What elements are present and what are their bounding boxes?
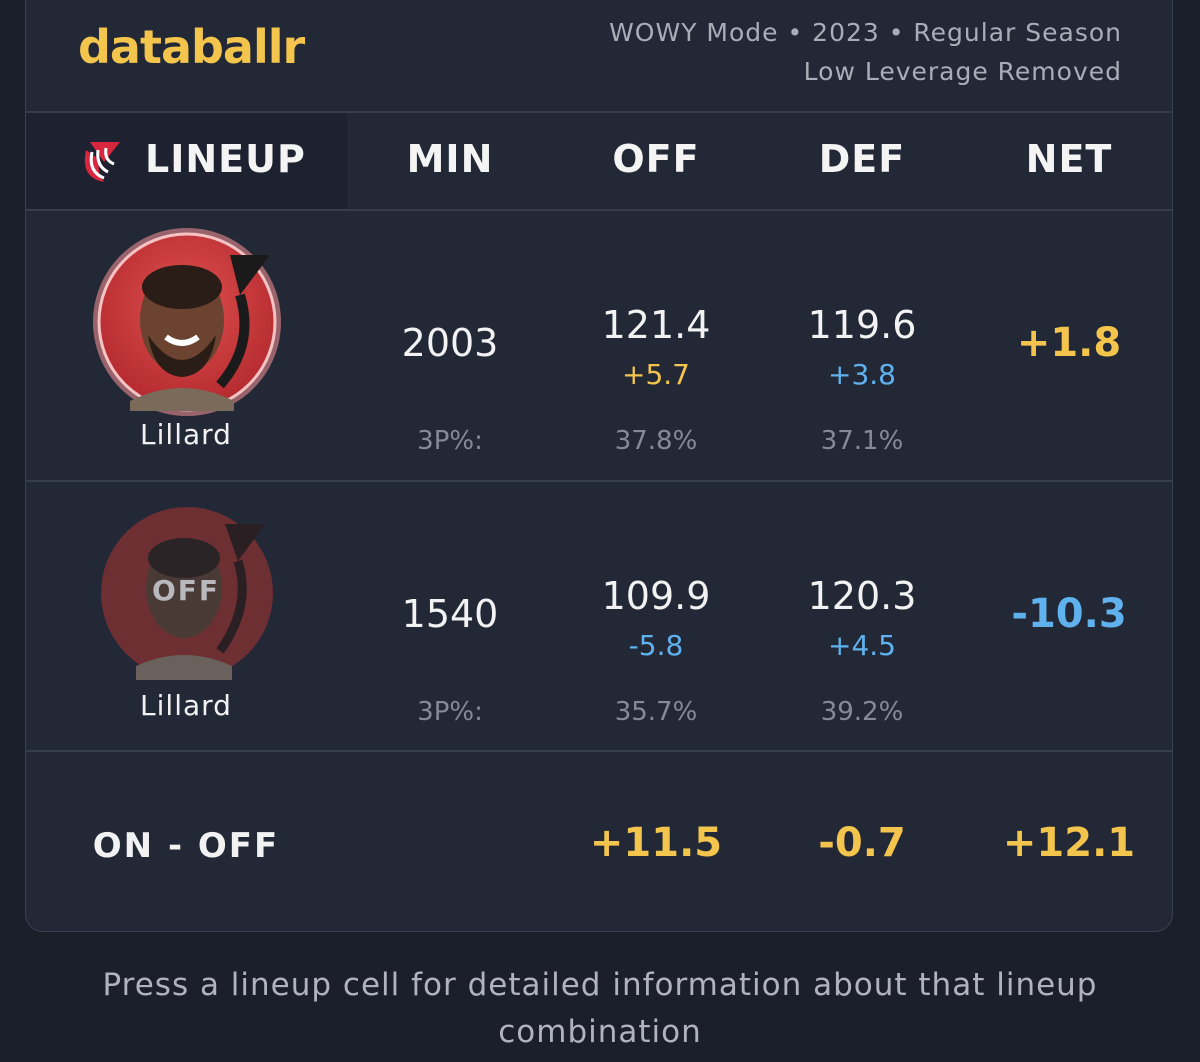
lineup-header-cell xyxy=(26,112,347,210)
three-label: 3P%: xyxy=(417,697,483,727)
column-header: NET xyxy=(1025,137,1113,181)
column-header: DEF xyxy=(818,137,906,181)
column-header: LINEUP xyxy=(145,137,306,181)
off-3p: 35.7% xyxy=(614,697,698,727)
def-diff: +4.5 xyxy=(828,629,896,662)
summary-def: -0.7 xyxy=(818,820,906,866)
divider xyxy=(25,209,1173,211)
net-rating: -10.3 xyxy=(1011,591,1127,637)
divider xyxy=(25,480,1173,482)
column-header: OFF xyxy=(612,137,700,181)
summary-net: +12.1 xyxy=(1002,820,1136,866)
divider xyxy=(25,750,1173,752)
off-diff: +5.7 xyxy=(622,358,690,391)
player-avatar xyxy=(93,228,281,416)
footer-hint: Press a lineup cell for detailed informa… xyxy=(102,967,1098,1050)
logo: databallr xyxy=(78,20,305,74)
subtitle: WOWY Mode • 2023 • Regular Season xyxy=(609,18,1122,47)
player-name: Lillard xyxy=(140,689,232,722)
def-diff: +3.8 xyxy=(828,358,896,391)
summary-off: +11.5 xyxy=(589,820,723,866)
def-rating: 119.6 xyxy=(807,303,917,347)
def-3p: 37.1% xyxy=(820,426,904,456)
def-rating: 120.3 xyxy=(807,574,917,618)
minutes: 1540 xyxy=(401,592,499,636)
subtitle: Low Leverage Removed xyxy=(803,57,1122,86)
summary-label: ON - OFF xyxy=(92,826,280,866)
column-header: MIN xyxy=(406,137,494,181)
off-3p: 37.8% xyxy=(614,426,698,456)
player-avatar-off xyxy=(101,507,273,680)
def-3p: 39.2% xyxy=(820,697,904,727)
player-name: Lillard xyxy=(140,418,232,451)
off-badge: OFF xyxy=(151,574,221,607)
net-rating: +1.8 xyxy=(1016,320,1122,366)
team-logo xyxy=(84,142,120,182)
minutes: 2003 xyxy=(401,321,499,365)
three-label: 3P%: xyxy=(417,426,483,456)
off-rating: 109.9 xyxy=(601,574,711,618)
divider xyxy=(25,111,1173,113)
off-rating: 121.4 xyxy=(601,303,711,347)
off-diff: -5.8 xyxy=(628,629,684,662)
